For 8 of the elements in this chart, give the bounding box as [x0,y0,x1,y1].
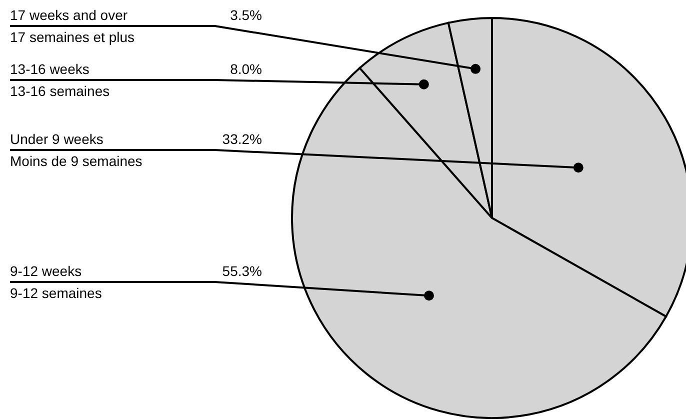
data-label: 55.3% [222,263,262,279]
slice-label: 9-12 weeks 9-12 semaines [10,263,102,301]
data-label: 8.0% [230,61,262,77]
slice-label: 17 weeks and over 17 semaines et plus [10,7,135,45]
data-label: 3.5% [230,7,262,23]
data-label: 33.2% [222,131,262,147]
slice-label: 13-16 weeks 13-16 semaines [10,61,110,99]
slice-label: Under 9 weeks Moins de 9 semaines [10,131,142,169]
